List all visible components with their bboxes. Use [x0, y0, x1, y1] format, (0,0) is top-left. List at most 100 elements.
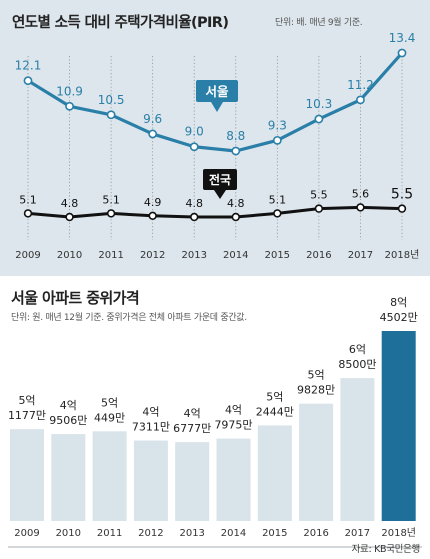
x-tick-label-8: 2017: [348, 250, 373, 261]
seoul-point-1: [65, 101, 74, 111]
seoul-point-5: [231, 146, 241, 156]
national-data-label-4: 4.8: [185, 197, 203, 210]
national-data-label-3: 4.9: [144, 196, 162, 209]
seoul-data-label-9: 13.4: [389, 31, 416, 45]
x-tick-label-9: 2018년: [385, 249, 420, 261]
bar-9: [381, 331, 416, 521]
national-point-2: [106, 209, 116, 218]
seoul-callout-pointer: [211, 102, 223, 112]
seoul-data-label-2: 10.5: [98, 93, 125, 107]
bar-label-eok-3: 4억: [142, 406, 159, 419]
seoul-series-name: 서울: [205, 84, 229, 99]
x-tick-label-7: 2016: [306, 250, 331, 261]
national-point-5: [231, 212, 240, 222]
bar-label-eok-9: 8억: [390, 296, 407, 309]
bar-label-eok-8: 6억: [349, 343, 366, 356]
national-data-label-9: 5.5: [391, 187, 413, 203]
seoul-data-label-1: 10.9: [56, 84, 83, 98]
national-data-label-5: 4.8: [227, 197, 245, 210]
bar-label-eok-1: 4억: [60, 399, 77, 412]
bar-2: [92, 431, 127, 521]
bar-label-man-0: 1177만: [8, 409, 46, 422]
bar-8: [340, 378, 375, 521]
x-tick-label-5: 2014: [223, 250, 248, 261]
bar-4: [175, 442, 210, 521]
bar-3: [133, 440, 168, 521]
bar-0: [10, 429, 44, 521]
bar-chart-plot: 5억 1177만 2009 4억 9506만 2010 5억 449만 2011 4억 7311만 2…: [8, 296, 422, 548]
bar-label-eok-4: 4억: [184, 407, 201, 420]
bar-7: [299, 403, 334, 521]
national-data-label-7: 5.5: [310, 189, 328, 202]
national-data-label-1: 4.8: [61, 197, 79, 210]
national-data-label-0: 5.1: [19, 193, 37, 206]
bar-label-man-6: 2444만: [256, 405, 294, 418]
bar-x-tick-label-6: 2015: [262, 528, 287, 539]
bar-label-man-9: 4502만: [380, 311, 418, 324]
national-callout-pointer: [214, 190, 226, 199]
bar-chart-unit-note: 단위: 원. 매년 12월 기준. 중위가격은 전체 아파트 가운데 중간값.: [11, 313, 247, 323]
line-chart-plot: 2009 2010 2011 2012 2013 2014 2015 2016 2017 2018…: [15, 31, 420, 261]
national-point-0: [23, 209, 33, 218]
line-chart-unit-note: 단위: 배. 매년 9월 기준.: [275, 18, 363, 28]
bar-label-man-5: 7975만: [214, 419, 252, 432]
seoul-point-4: [189, 142, 199, 152]
x-tick-label-4: 2013: [181, 250, 206, 261]
national-data-label-6: 5.1: [269, 193, 287, 206]
seoul-point-8: [356, 95, 365, 105]
seoul-data-label-6: 9.3: [268, 118, 287, 132]
seoul-point-3: [148, 129, 158, 139]
x-tick-label-2: 2011: [98, 250, 123, 261]
bar-label-eok-7: 5억: [308, 369, 325, 382]
seoul-data-label-5: 8.8: [226, 129, 245, 143]
bar-label-eok-2: 5억: [101, 396, 118, 409]
bar-x-tick-label-3: 2012: [138, 528, 163, 539]
seoul-point-0: [23, 76, 33, 86]
x-tick-label-0: 2009: [15, 250, 40, 261]
x-tick-label-6: 2015: [265, 250, 290, 261]
x-tick-label-1: 2010: [57, 250, 82, 261]
national-point-4: [190, 212, 199, 222]
seoul-point-9: [397, 48, 407, 58]
bar-x-tick-label-5: 2014: [221, 528, 246, 539]
bar-x-tick-label-1: 2010: [56, 528, 81, 539]
seoul-point-7: [314, 114, 324, 124]
series-national-line: [27, 205, 403, 219]
national-point-9: [397, 204, 407, 213]
bar-label-eok-6: 5억: [266, 390, 283, 403]
bar-label-man-2: 449만: [94, 411, 125, 424]
bar-label-man-7: 9828만: [297, 384, 335, 397]
bar-label-man-3: 7311만: [132, 421, 170, 434]
seoul-point-6: [272, 135, 282, 145]
bar-1: [51, 434, 86, 521]
line-chart-title: 연도별 소득 대비 주택가격비율(PIR): [12, 15, 229, 31]
national-point-8: [356, 203, 365, 212]
national-point-1: [65, 212, 74, 222]
bar-x-tick-label-9: 2018년: [381, 527, 416, 539]
x-tick-label-3: 2012: [140, 250, 165, 261]
bar-chart-title: 서울 아파트 중위가격: [11, 289, 140, 307]
median-price-bar-chart-panel: 서울 아파트 중위가격 단위: 원. 매년 12월 기준. 중위가격은 전체 아…: [0, 278, 430, 559]
seoul-data-label-7: 10.3: [306, 97, 333, 111]
bar-5: [216, 438, 251, 521]
pir-line-chart-panel: 연도별 소득 대비 주택가격비율(PIR) 단위: 배. 매년 9월 기준. 2…: [0, 0, 430, 276]
national-series-name: 전국: [209, 172, 231, 187]
bar-x-tick-label-8: 2017: [345, 528, 370, 539]
seoul-data-label-4: 9.0: [185, 125, 204, 139]
seoul-callout-box: [196, 80, 238, 102]
seoul-point-2: [106, 110, 116, 120]
seoul-data-label-8: 11.2: [347, 78, 374, 92]
bar-label-eok-0: 5억: [18, 394, 35, 407]
bar-x-tick-label-2: 2011: [97, 528, 122, 539]
bar-6: [257, 425, 292, 521]
national-data-label-2: 5.1: [102, 193, 120, 206]
seoul-data-label-3: 9.6: [143, 112, 162, 126]
bar-label-man-4: 6777만: [173, 422, 211, 435]
national-point-3: [148, 211, 157, 221]
national-point-6: [273, 209, 282, 218]
national-callout-box: [203, 169, 237, 190]
bar-label-man-1: 9506만: [49, 414, 87, 427]
bar-x-tick-label-0: 2009: [14, 528, 39, 539]
series-seoul-line: [27, 51, 404, 153]
